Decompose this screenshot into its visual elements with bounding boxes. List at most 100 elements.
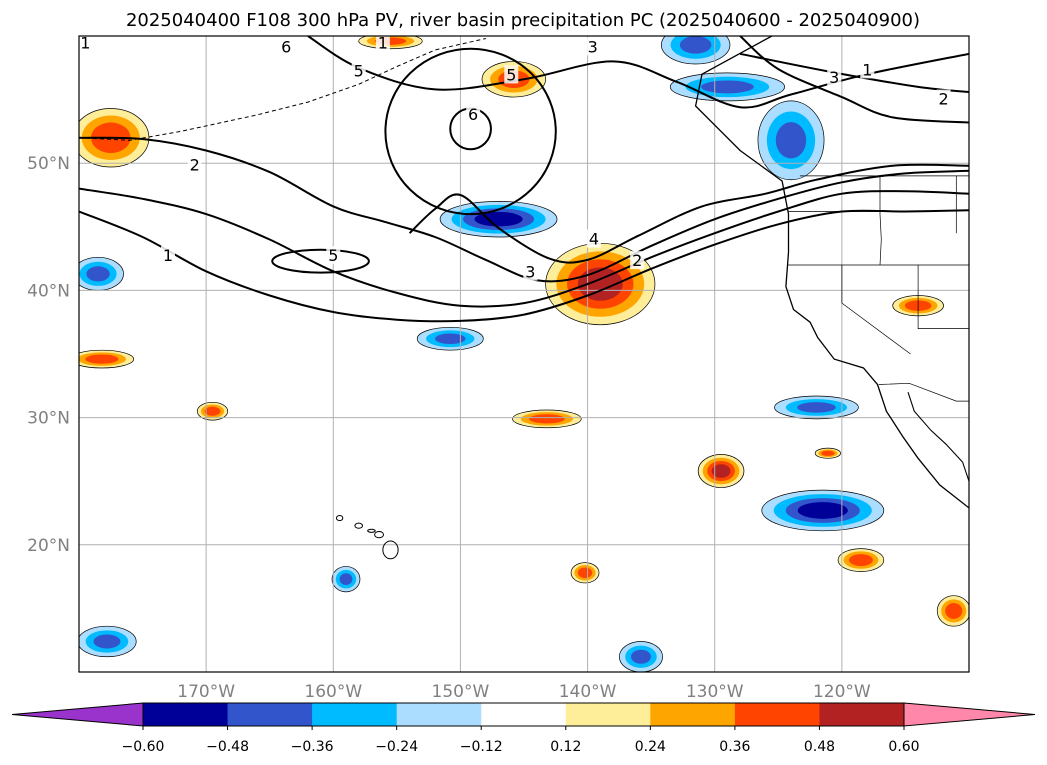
precip-region	[439, 201, 558, 238]
pv-contour-label: 2	[632, 251, 642, 270]
pv-contour-label: 6	[468, 105, 478, 124]
hawaii-island	[374, 530, 385, 539]
colorbar-tick-label: 0.24	[635, 739, 666, 755]
pv-contour-line	[408, 163, 969, 264]
pv-label-halo	[504, 65, 519, 84]
precip-fill	[204, 406, 221, 416]
west-coastline	[694, 36, 969, 509]
political-border	[879, 175, 882, 266]
pv-closed-contour	[384, 47, 557, 216]
colorbar-segment	[734, 703, 820, 726]
pv-contour-label: 1	[163, 246, 173, 265]
hawaii-island	[382, 540, 399, 560]
precip-region	[79, 256, 124, 291]
pv-label-halo	[860, 60, 875, 79]
colorbar-segment	[396, 703, 482, 726]
precip-region	[416, 326, 484, 351]
pv-label-halo	[326, 246, 341, 265]
precip-fill	[945, 603, 963, 619]
precip-region	[757, 100, 825, 181]
pv-label-halo	[585, 37, 600, 56]
precip-region	[761, 489, 885, 532]
precip-region	[331, 566, 361, 593]
political-border	[917, 265, 969, 329]
colorbar-segment	[565, 703, 651, 726]
x-tick-label: 130°W	[686, 682, 744, 702]
precip-fill	[797, 502, 848, 519]
colorbar-tick-label: 0.12	[550, 739, 581, 755]
precip-region	[814, 447, 841, 459]
pv-contour-line	[79, 209, 969, 323]
colorbar-segment	[227, 703, 313, 726]
colorbar-tick-label: 0.36	[719, 739, 750, 755]
pv-contour-label: 6	[281, 37, 291, 56]
pv-contour-line	[79, 187, 969, 308]
gridlines	[79, 36, 969, 672]
hawaii-island	[367, 528, 376, 533]
pv-label-halo	[936, 89, 951, 108]
x-tick-labels: 170°W 160°W 150°W 140°W 130°W 120°W	[177, 682, 871, 702]
y-tick-labels: 20°N 30°N 40°N 50°N	[27, 154, 70, 556]
pv-contour-line	[79, 136, 969, 283]
precip-region	[79, 625, 137, 658]
colorbar-extend-high	[903, 702, 1036, 727]
pv-contour-label: 1	[80, 34, 90, 53]
colorbar-extend-low	[11, 702, 144, 727]
pv-label-halo	[161, 246, 175, 265]
chart-title: 2025040400 F108 300 hPa PV, river basin …	[126, 10, 920, 31]
pv-contour-label: 3	[829, 68, 839, 87]
pv-label-halo	[351, 61, 366, 80]
political-border	[878, 382, 969, 402]
precip-region	[936, 595, 969, 627]
y-tick-label: 50°N	[27, 154, 70, 174]
x-tick-label: 150°W	[432, 682, 490, 702]
colorbar-segment	[650, 703, 736, 726]
x-tick-label: 140°W	[559, 682, 617, 702]
pv-label-halo	[375, 36, 390, 52]
precip-region	[774, 395, 859, 420]
pv-label-halo	[630, 251, 645, 270]
colorbar-tick-label: −0.24	[375, 739, 418, 755]
precip-region	[196, 401, 229, 421]
pv-label-halo	[279, 37, 294, 56]
precip-fill	[631, 649, 651, 664]
precip-region	[358, 36, 423, 50]
pv-label-halo	[827, 67, 842, 86]
aleutian-islands	[79, 38, 487, 141]
precip-region	[697, 454, 745, 488]
y-tick-label: 40°N	[27, 281, 70, 301]
y-tick-label: 30°N	[27, 409, 70, 429]
colorbar-tick-label: 0.60	[888, 739, 919, 755]
pv-contour-label: 5	[328, 246, 338, 265]
precip-region	[79, 349, 135, 369]
precip-region	[660, 36, 731, 65]
precip-fill	[339, 573, 353, 585]
colorbar: −0.60 −0.48 −0.36 −0.24 −0.12 0.12 0.24 0.36 0.4…	[11, 702, 1036, 755]
pv-contour-label: 3	[525, 263, 535, 282]
precip-region	[837, 548, 885, 572]
pv-label-halo	[187, 155, 202, 174]
colorbar-tick-label: −0.36	[291, 739, 334, 755]
pv-label-halo	[523, 262, 538, 281]
precip-fill	[86, 266, 110, 282]
colorbar-segment	[143, 703, 229, 726]
pv-contours	[79, 36, 969, 323]
pv-contour-line	[739, 36, 969, 124]
precip-fill	[435, 333, 466, 345]
pv-contour-label: 5	[506, 65, 516, 84]
colorbar-tick-label: 0.48	[804, 739, 835, 755]
colorbar-outline	[142, 702, 905, 727]
colorbar-segment	[481, 703, 567, 726]
precip-fill	[93, 634, 121, 649]
precip-fill	[577, 567, 593, 579]
pv-label-halo	[586, 229, 601, 248]
precip-region	[512, 409, 582, 429]
hawaii-island	[354, 522, 364, 529]
precip-fill	[711, 464, 731, 478]
pv-closed-contour	[271, 248, 370, 274]
x-tick-label: 120°W	[813, 682, 871, 702]
colorbar-segment	[819, 703, 905, 726]
